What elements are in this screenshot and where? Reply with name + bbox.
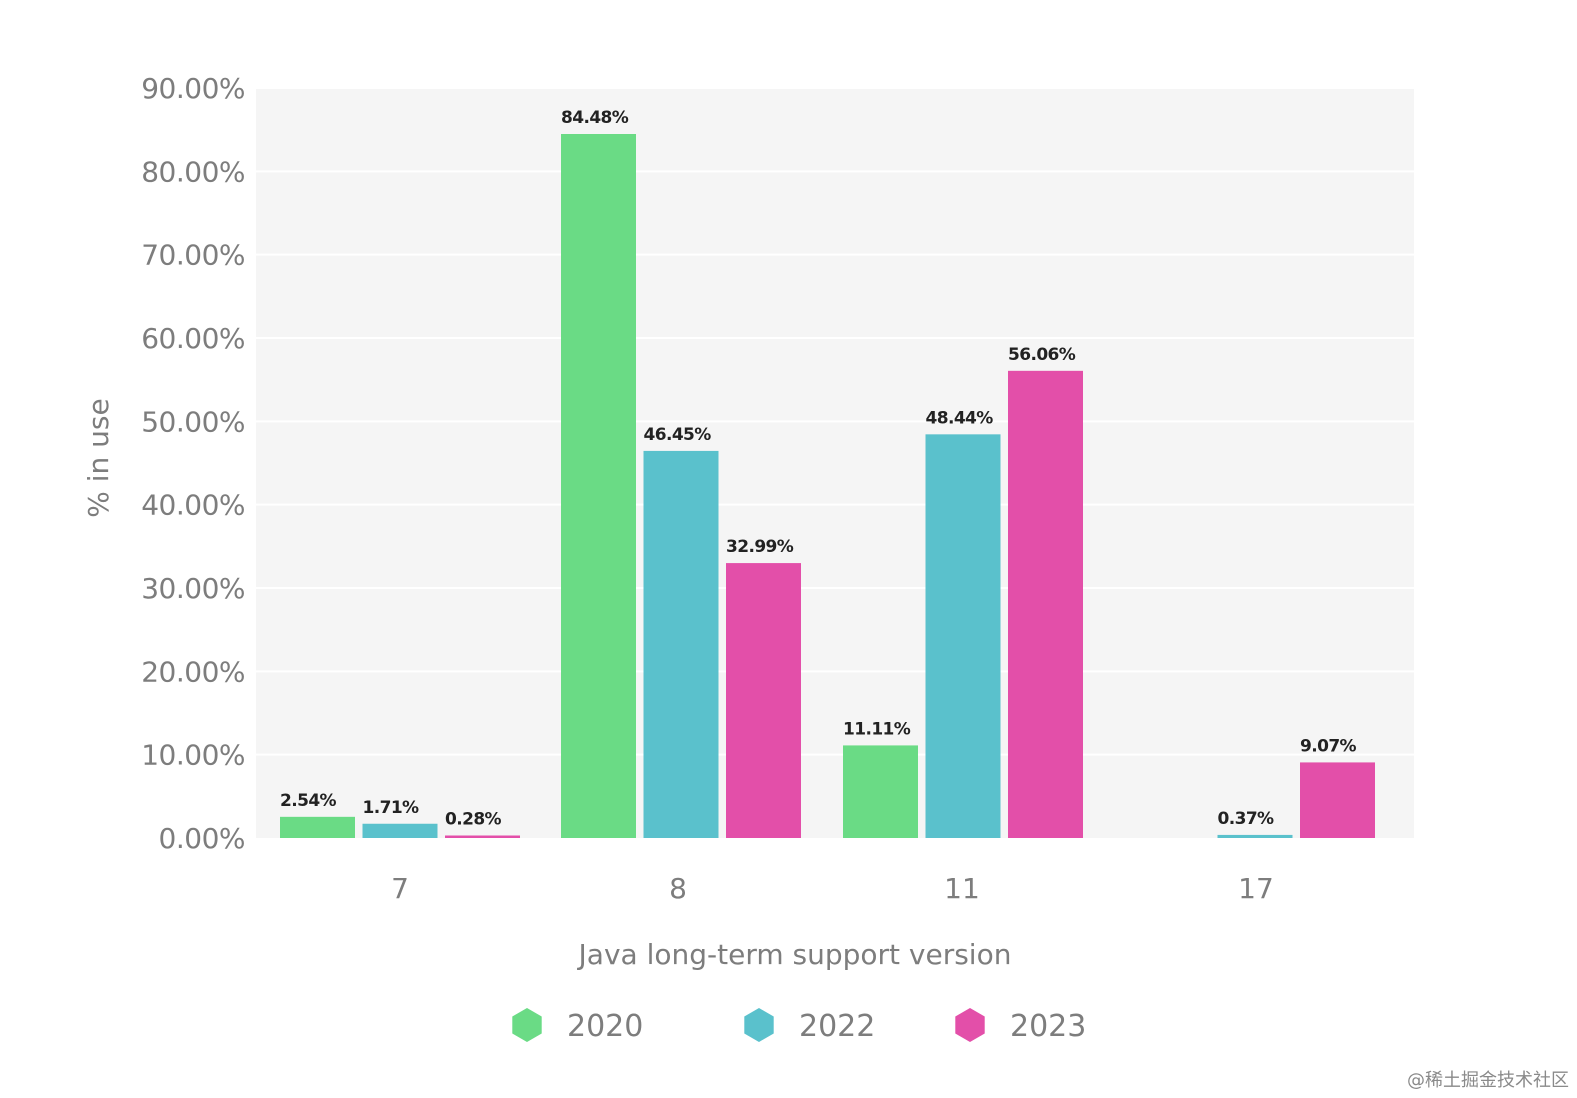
data-label-2022-v8: 46.45% — [644, 425, 712, 445]
x-tick-label: 17 — [1238, 872, 1274, 905]
bar-2022-v8 — [643, 450, 719, 838]
bar-2020-v7 — [280, 816, 355, 838]
y-tick-label: 50.00% — [141, 405, 245, 438]
x-tick-label: 11 — [944, 872, 980, 905]
bar-2020-v11 — [843, 745, 918, 838]
y-tick-label: 40.00% — [141, 489, 245, 522]
y-tick-label: 0.00% — [159, 822, 245, 855]
legend-label-2023: 2023 — [1010, 1009, 1086, 1044]
y-tick-label: 70.00% — [141, 239, 245, 272]
legend-label-2020: 2020 — [567, 1009, 643, 1044]
bar-2022-v17 — [1217, 834, 1293, 838]
legend-label-2022: 2022 — [799, 1009, 875, 1044]
data-label-2022-v17: 0.37% — [1218, 809, 1275, 829]
y-tick-label: 30.00% — [141, 572, 245, 605]
x-axis: 7 8 11 17 — [391, 872, 1274, 905]
y-tick-label: 10.00% — [141, 739, 245, 772]
bars — [280, 134, 1375, 838]
data-label-2023-v17: 9.07% — [1300, 736, 1357, 756]
x-tick-label: 7 — [391, 872, 409, 905]
bar-2022-v11 — [925, 434, 1001, 838]
x-axis-title: Java long-term support version — [577, 938, 1012, 971]
x-tick-label: 8 — [669, 872, 687, 905]
legend-marker-2020-icon — [512, 1008, 542, 1042]
data-label-2020-v11: 11.11% — [843, 719, 911, 739]
data-label-2023-v7: 0.28% — [445, 810, 502, 830]
gridlines — [256, 87, 1414, 756]
data-label-2022-v11: 48.44% — [926, 408, 994, 428]
y-tick-label: 80.00% — [141, 155, 245, 188]
bar-2020-v8 — [561, 134, 636, 838]
bar-2023-v8 — [726, 563, 801, 838]
data-labels: 2.54% 84.48% 11.11% 1.71% 46.45% 48.44% 0.37% 0… — [280, 108, 1357, 830]
legend-marker-2022-icon — [744, 1008, 774, 1042]
data-label-2020-v8: 84.48% — [561, 108, 629, 128]
plot-area — [256, 87, 1414, 838]
y-tick-label: 60.00% — [141, 322, 245, 355]
y-axis: 0.00% 10.00% 20.00% 30.00% 40.00% 50.00% 60.00… — [141, 72, 245, 855]
bar-2023-v17 — [1300, 762, 1375, 838]
data-label-2020-v7: 2.54% — [280, 791, 337, 811]
data-label-2022-v7: 1.71% — [363, 798, 420, 818]
y-tick-label: 20.00% — [141, 655, 245, 688]
data-label-2023-v11: 56.06% — [1008, 345, 1076, 365]
y-tick-label: 90.00% — [141, 72, 245, 105]
bar-2023-v7 — [445, 835, 520, 838]
legend-marker-2023-icon — [955, 1008, 985, 1042]
bar-2023-v11 — [1008, 370, 1083, 838]
legend: 2020 2022 2023 — [512, 1008, 1086, 1044]
watermark: @稀土掘金技术社区 — [1407, 1070, 1569, 1091]
data-label-2023-v8: 32.99% — [726, 537, 794, 557]
bar-2022-v7 — [362, 823, 438, 838]
y-axis-title: % in use — [82, 398, 115, 518]
